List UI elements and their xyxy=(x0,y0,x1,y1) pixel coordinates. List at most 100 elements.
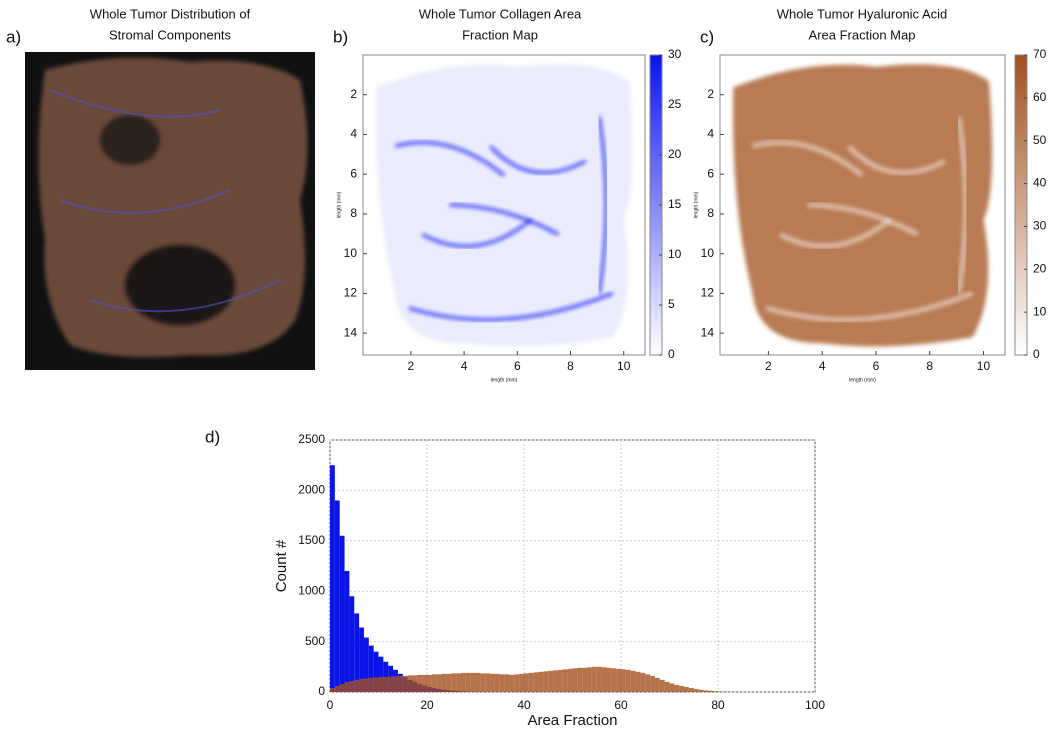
histogram-bar xyxy=(708,690,714,692)
x-tick-label: 10 xyxy=(977,359,991,373)
histogram-bar xyxy=(422,674,427,692)
tissue-image xyxy=(25,52,315,370)
collagen-streak xyxy=(49,89,281,313)
map-feature xyxy=(408,291,614,322)
histogram-bar xyxy=(397,675,403,692)
histogram-bar xyxy=(664,681,670,692)
panel-label: d) xyxy=(205,427,220,446)
y-tick-label: 0 xyxy=(318,684,325,698)
histogram-bar xyxy=(485,673,491,692)
colorbar-tick-label: 20 xyxy=(1033,261,1047,275)
histogram-bar xyxy=(718,691,723,692)
histogram-bar xyxy=(460,672,466,692)
x-tick-label: 8 xyxy=(567,359,574,373)
histogram-bar xyxy=(693,688,699,692)
y-tick-label: 4 xyxy=(707,127,714,141)
map-feature xyxy=(489,145,587,175)
panel-title: Fraction Map xyxy=(462,27,538,42)
histogram-bar xyxy=(601,667,607,692)
histogram-bar xyxy=(504,674,510,692)
y-tick-label: 10 xyxy=(344,246,358,260)
y-tick-label: 8 xyxy=(707,206,714,220)
panel-title: Stromal Components xyxy=(109,27,232,42)
colorbar-tick-label: 70 xyxy=(1033,47,1047,61)
colorbar-tick-label: 0 xyxy=(668,347,675,361)
histogram-bar xyxy=(688,687,694,692)
histogram-bar xyxy=(470,672,476,692)
histogram-bar xyxy=(722,691,728,692)
colorbar-tick-label: 60 xyxy=(1033,90,1047,104)
y-tick-label: 6 xyxy=(707,166,714,180)
x-tick-label: 60 xyxy=(614,698,628,712)
histogram-bar xyxy=(606,667,612,692)
tissue-map xyxy=(732,64,993,347)
x-axis-label: length (mm) xyxy=(849,377,876,383)
histogram-bar xyxy=(334,500,340,692)
histogram-bar xyxy=(373,677,379,692)
histogram-bar xyxy=(630,670,636,692)
histogram-bar xyxy=(703,690,709,692)
histogram-bar xyxy=(616,668,621,692)
colorbar-tick-label: 10 xyxy=(1033,304,1047,318)
colorbar-tick-label: 40 xyxy=(1033,176,1047,190)
histogram-bar xyxy=(490,673,495,692)
histogram-bar xyxy=(436,674,442,692)
histogram-bar xyxy=(378,676,384,692)
histogram-bar xyxy=(412,675,418,692)
histogram-bar xyxy=(465,672,471,692)
colorbar-tick-label: 5 xyxy=(668,297,675,311)
histogram-bar xyxy=(654,677,660,692)
histogram-bar xyxy=(339,535,345,692)
x-tick-label: 0 xyxy=(327,698,334,712)
histogram-bar xyxy=(359,627,364,692)
x-tick-label: 100 xyxy=(805,698,825,712)
histogram-bar xyxy=(407,675,413,692)
x-tick-label: 8 xyxy=(926,359,933,373)
map-feature xyxy=(956,116,969,294)
histogram-bar xyxy=(330,687,335,692)
y-tick-label: 2 xyxy=(350,87,357,101)
histogram-bar xyxy=(684,686,689,692)
colorbar-tick-label: 25 xyxy=(668,97,682,111)
histogram-bar xyxy=(528,672,534,692)
y-axis-label: length (mm) xyxy=(693,191,699,218)
histogram-bar xyxy=(557,669,563,692)
map-feature xyxy=(765,290,974,323)
histogram-bar xyxy=(548,670,554,692)
histogram-bar xyxy=(514,674,520,692)
x-tick-label: 20 xyxy=(420,698,434,712)
colorbar-tick-label: 0 xyxy=(1033,347,1040,361)
histogram-bar xyxy=(650,675,655,692)
dark-region xyxy=(100,115,160,165)
heatmap-panel: 2 4 6 8 10 2 4 6 8 10 12 14 length (mm) length (mm) 0 1… xyxy=(693,47,1046,383)
histogram-bar xyxy=(669,683,675,692)
y-tick-label: 14 xyxy=(701,325,715,339)
y-tick-label: 2 xyxy=(707,87,714,101)
histogram-bar xyxy=(572,668,578,692)
histogram-bar xyxy=(349,596,355,692)
x-tick-label: 6 xyxy=(873,359,880,373)
panel-label: a) xyxy=(6,27,21,46)
map-feature xyxy=(449,203,560,236)
histogram-bar xyxy=(393,676,398,692)
panel-label: c) xyxy=(700,27,714,46)
histogram-bar xyxy=(494,673,500,692)
panel-title: Whole Tumor Hyaluronic Acid xyxy=(777,6,948,21)
histogram-bar xyxy=(679,685,685,692)
histogram-bar xyxy=(344,571,350,692)
panel-title: Whole Tumor Collagen Area xyxy=(419,6,582,21)
histogram-bar xyxy=(538,671,544,692)
colorbar-tick-label: 30 xyxy=(1033,219,1047,233)
map-feature xyxy=(807,202,919,237)
histogram-bar xyxy=(645,674,651,692)
y-tick-label: 2500 xyxy=(298,432,325,446)
colorbar-tick-label: 10 xyxy=(668,247,682,261)
x-tick-label: 4 xyxy=(819,359,826,373)
x-tick-label: 6 xyxy=(514,359,521,373)
map-feature xyxy=(778,217,892,249)
plot-area xyxy=(329,439,816,693)
histogram-bar xyxy=(674,684,680,692)
histogram-bar xyxy=(562,669,568,692)
map-feature xyxy=(394,141,505,177)
x-tick-label: 10 xyxy=(617,359,631,373)
